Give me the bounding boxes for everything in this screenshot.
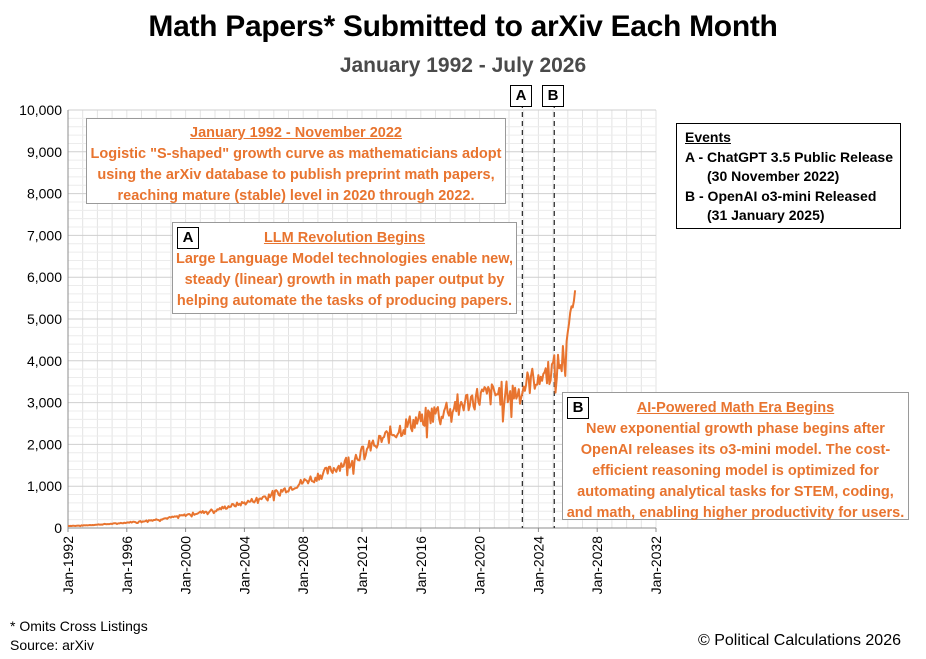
events-legend: Events A - ChatGPT 3.5 Public Release (3… <box>676 123 901 229</box>
y-tick-label: 5,000 <box>27 311 62 327</box>
annotation-llm-line: Large Language Model technologies enable… <box>173 249 516 270</box>
annotation-llm-header: LLM Revolution Begins <box>173 228 516 249</box>
x-tick-label: Jan-2012 <box>354 536 370 595</box>
annotation-ai-line: efficient reasoning model is optimized f… <box>563 461 908 482</box>
y-tick-label: 10,000 <box>19 102 62 118</box>
x-tick-label: Jan-2008 <box>295 536 311 595</box>
y-tick-label: 3,000 <box>27 395 62 411</box>
event-a-label: A - ChatGPT 3.5 Public Release <box>685 148 900 168</box>
footnote-cross-listings: * Omits Cross Listings <box>10 617 148 636</box>
x-tick-label: Jan-1992 <box>60 536 76 595</box>
annotation-logistic-header: January 1992 - November 2022 <box>87 123 505 144</box>
y-tick-label: 1,000 <box>27 478 62 494</box>
x-tick-label: Jan-2000 <box>178 536 194 595</box>
y-tick-label: 0 <box>54 520 62 536</box>
annotation-logistic: January 1992 - November 2022 Logistic "S… <box>86 118 506 204</box>
annotation-ai-line: OpenAI releases its o3-mini model. The c… <box>563 440 908 461</box>
series-line-math-papers <box>68 290 575 526</box>
x-tick-label: Jan-2028 <box>589 536 605 595</box>
annotation-ai-tag: B <box>567 397 589 419</box>
y-tick-label: 2,000 <box>27 436 62 452</box>
annotation-ai: B AI-Powered Math Era Begins New exponen… <box>562 392 909 520</box>
x-tick-label: Jan-2024 <box>530 536 546 595</box>
y-tick-label: 9,000 <box>27 144 62 160</box>
footnote-source: Source: arXiv <box>10 636 148 655</box>
annotation-logistic-line: Logistic "S-shaped" growth curve as math… <box>87 144 505 165</box>
events-heading: Events <box>685 128 900 148</box>
y-axis-tick-labels: 0 1,000 2,000 3,000 4,000 5,000 6,000 7,000 8,00… <box>19 102 62 536</box>
annotation-llm-line: steady (linear) growth in math paper out… <box>173 270 516 291</box>
x-axis-tick-labels: Jan-1992 Jan-1996 Jan-2000 Jan-2004 Jan-2008… <box>60 528 664 594</box>
event-b-date: (31 January 2025) <box>685 206 900 226</box>
annotation-ai-header: AI-Powered Math Era Begins <box>563 398 908 419</box>
copyright: © Political Calculations 2026 <box>698 632 901 650</box>
event-b-label: B - OpenAI o3-mini Released <box>685 187 900 207</box>
x-tick-label: Jan-1996 <box>119 536 135 595</box>
event-line-a-tag: A <box>510 85 532 107</box>
y-tick-label: 4,000 <box>27 353 62 369</box>
annotation-llm-tag: A <box>177 227 199 249</box>
event-line-b-tag: B <box>542 85 564 107</box>
annotation-logistic-line: using the arXiv database to publish prep… <box>87 165 505 186</box>
y-tick-label: 8,000 <box>27 186 62 202</box>
footnote: * Omits Cross Listings Source: arXiv <box>10 617 148 655</box>
x-tick-label: Jan-2016 <box>413 536 429 595</box>
annotation-llm: A LLM Revolution Begins Large Language M… <box>172 222 517 314</box>
annotation-ai-line: automating analytical tasks for STEM, co… <box>563 482 908 503</box>
y-tick-label: 7,000 <box>27 227 62 243</box>
annotation-ai-line: New exponential growth phase begins afte… <box>563 419 908 440</box>
annotation-llm-line: helping automate the tasks of producing … <box>173 291 516 312</box>
y-tick-label: 6,000 <box>27 269 62 285</box>
series <box>68 290 575 526</box>
x-tick-label: Jan-2020 <box>472 536 488 595</box>
x-tick-label: Jan-2004 <box>236 536 252 595</box>
annotation-ai-line: and math, enabling higher productivity f… <box>563 503 908 524</box>
x-tick-label: Jan-2032 <box>648 536 664 595</box>
event-a-date: (30 November 2022) <box>685 167 900 187</box>
annotation-logistic-line: reaching mature (stable) level in 2020 t… <box>87 186 505 207</box>
